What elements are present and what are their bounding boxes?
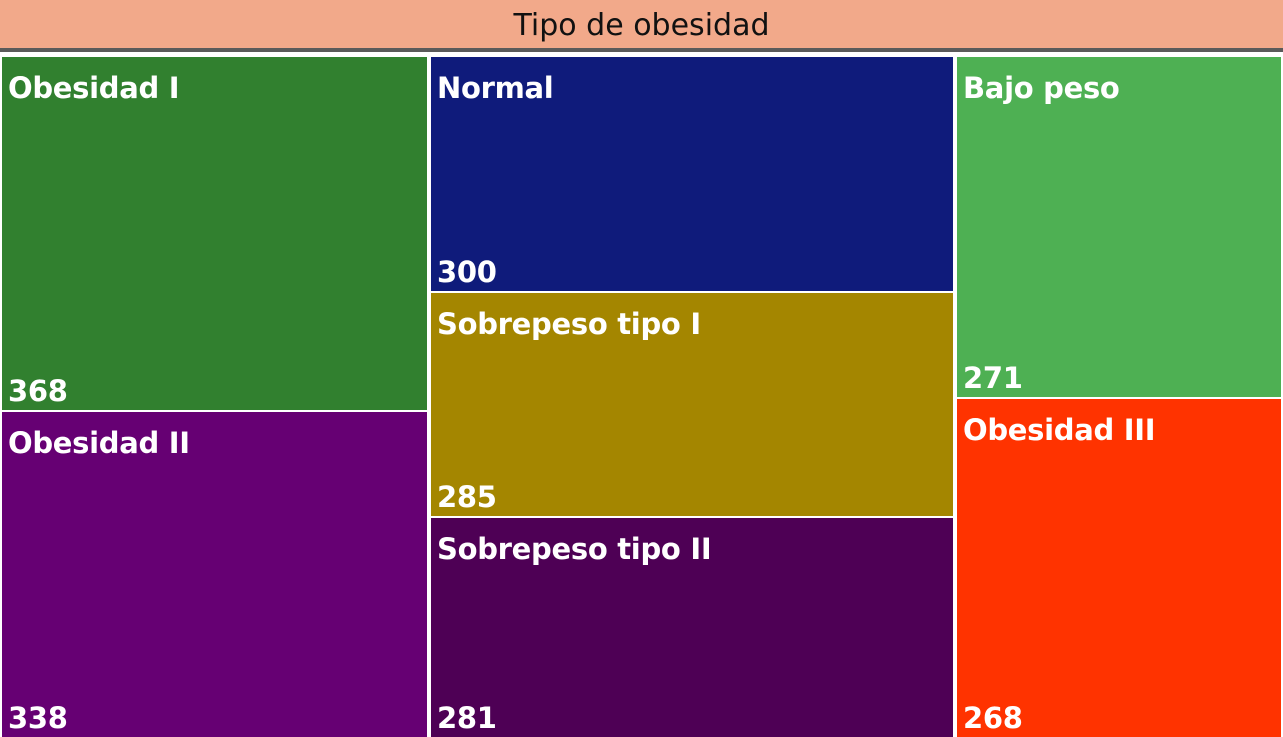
tile-value: 268	[963, 701, 1023, 735]
tile-label: Sobrepeso tipo I	[437, 307, 701, 341]
tile-value: 281	[437, 701, 497, 735]
tile-value: 271	[963, 361, 1023, 395]
treemap-tile-bajo-peso[interactable]: Bajo peso 271	[957, 57, 1281, 397]
treemap-area: Obesidad I 368 Obesidad II 338 Normal 300 Sobr…	[0, 54, 1283, 737]
tile-label: Obesidad I	[8, 71, 180, 105]
tile-label: Obesidad III	[963, 413, 1156, 447]
treemap-tile-obesidad-ii[interactable]: Obesidad II 338	[2, 412, 427, 737]
tile-value: 338	[8, 701, 68, 735]
tile-value: 300	[437, 255, 497, 289]
tile-value: 285	[437, 480, 497, 514]
tile-label: Sobrepeso tipo II	[437, 532, 712, 566]
chart-title-bar: Tipo de obesidad	[0, 0, 1283, 52]
treemap-tile-obesidad-iii[interactable]: Obesidad III 268	[957, 399, 1281, 737]
chart-title: Tipo de obesidad	[513, 7, 770, 43]
treemap-tile-sobrepeso-tipo-ii[interactable]: Sobrepeso tipo II 281	[431, 518, 953, 737]
tile-value: 368	[8, 374, 68, 408]
treemap-tile-obesidad-i[interactable]: Obesidad I 368	[2, 57, 427, 410]
tile-label: Normal	[437, 71, 554, 105]
tile-label: Obesidad II	[8, 426, 190, 460]
treemap-tile-sobrepeso-tipo-i[interactable]: Sobrepeso tipo I 285	[431, 293, 953, 516]
treemap-tile-normal[interactable]: Normal 300	[431, 57, 953, 291]
tile-label: Bajo peso	[963, 71, 1120, 105]
